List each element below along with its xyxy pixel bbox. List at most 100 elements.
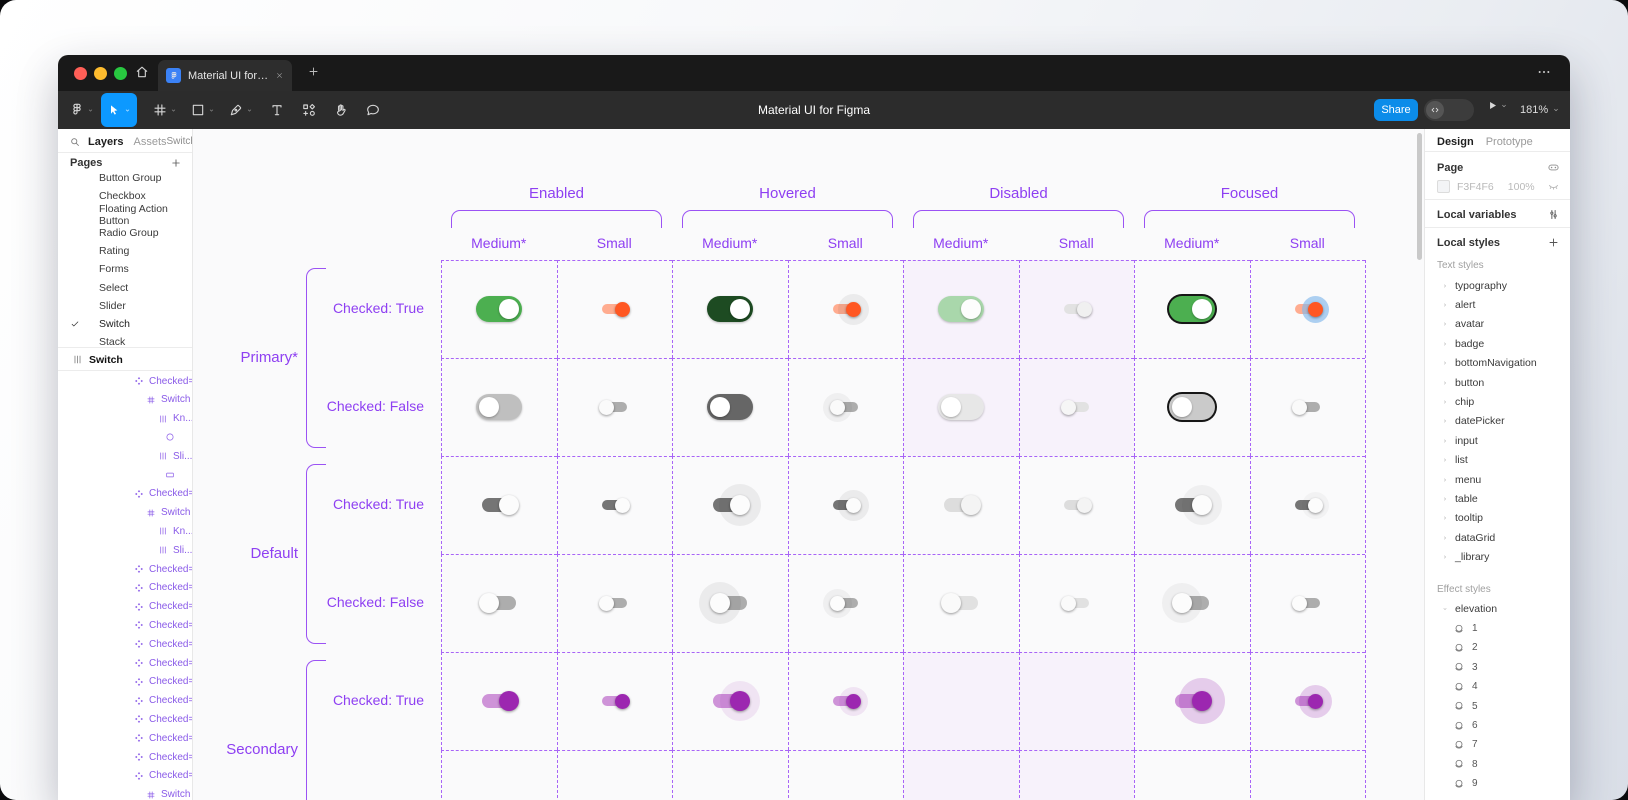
text-style-alert[interactable]: alert — [1425, 295, 1570, 314]
state-header-disabled[interactable]: Disabled — [989, 185, 1048, 202]
tab-close-icon[interactable] — [275, 71, 284, 80]
rowgroup-label-default[interactable]: Default — [250, 545, 298, 562]
page-variables-icon[interactable] — [1547, 161, 1560, 174]
switch-r0-c6[interactable] — [1168, 296, 1215, 322]
layer-item[interactable]: Checked=T... — [58, 372, 192, 390]
elevation-5[interactable]: 5 — [1425, 697, 1570, 716]
row-label[interactable]: Checked: True — [332, 496, 424, 512]
home-button[interactable] — [130, 61, 154, 85]
switch-r0-c7[interactable] — [1294, 301, 1323, 317]
switch-r3-c3[interactable] — [829, 595, 858, 611]
switch-r2-c7[interactable] — [1294, 497, 1323, 513]
switch-r1-c5[interactable] — [1060, 399, 1089, 415]
switch-r1-c0[interactable] — [475, 394, 522, 420]
switch-r2-c3[interactable] — [832, 497, 861, 513]
size-header[interactable]: Medium* — [1164, 235, 1220, 251]
elevation-2[interactable]: 2 — [1425, 638, 1570, 657]
switch-r4-c0[interactable] — [481, 691, 519, 711]
page-selector[interactable]: Switch — [167, 136, 193, 147]
state-header-focused[interactable]: Focused — [1220, 185, 1279, 202]
new-tab-button[interactable] — [301, 61, 325, 85]
traffic-light-close[interactable] — [74, 66, 87, 80]
rowgroup-label-primary[interactable]: Primary* — [240, 349, 298, 366]
text-style-menu[interactable]: menu — [1425, 470, 1570, 489]
switch-r1-c6[interactable] — [1168, 394, 1215, 420]
tab-assets[interactable]: Assets — [133, 135, 167, 148]
switch-r1-c7[interactable] — [1291, 399, 1320, 415]
switch-r0-c2[interactable] — [706, 296, 753, 322]
page-item-checkbox[interactable]: Checkbox — [99, 190, 146, 203]
tool-main-menu[interactable] — [64, 93, 100, 127]
elevation-8[interactable]: 8 — [1425, 755, 1570, 774]
text-style-avatar[interactable]: avatar — [1425, 315, 1570, 334]
text-style-chip[interactable]: chip — [1425, 392, 1570, 411]
row-label[interactable]: Checked: True — [332, 692, 424, 708]
size-header[interactable]: Small — [596, 235, 632, 251]
canvas-scrollbar[interactable] — [1417, 133, 1422, 260]
tool-comment-tool[interactable] — [359, 93, 387, 127]
switch-r4-c6[interactable] — [1174, 691, 1212, 711]
size-header[interactable]: Medium* — [933, 235, 989, 251]
state-header-enabled[interactable]: Enabled — [528, 185, 585, 202]
layer-item[interactable]: Switch — [58, 504, 192, 522]
local-variables-icon[interactable] — [1547, 208, 1560, 221]
switch-r1-c1[interactable] — [598, 399, 627, 415]
layer-item[interactable]: Checked=T... — [58, 635, 192, 653]
tool-hand-tool[interactable] — [327, 93, 355, 127]
share-button[interactable]: Share — [1374, 99, 1418, 121]
size-header[interactable]: Small — [827, 235, 863, 251]
state-header-hovered[interactable]: Hovered — [759, 185, 816, 202]
switch-r4-c1[interactable] — [601, 693, 630, 709]
zoom-control[interactable]: 181% — [1520, 99, 1561, 121]
text-style-table[interactable]: table — [1425, 489, 1570, 508]
page-item-floating-action-button[interactable]: Floating Action Button — [99, 202, 168, 227]
switch-r0-c0[interactable] — [475, 296, 522, 322]
row-label[interactable]: Checked: False — [326, 398, 424, 414]
layer-item[interactable]: Kn... — [58, 410, 192, 428]
text-style-typography[interactable]: typography — [1425, 276, 1570, 295]
add-page-icon[interactable] — [170, 157, 182, 169]
switch-r2-c4[interactable] — [943, 495, 981, 515]
page-item-stack[interactable]: Stack — [99, 336, 126, 347]
present-chevron-icon[interactable] — [1499, 101, 1509, 111]
add-style-icon[interactable] — [1547, 236, 1560, 249]
text-style-button[interactable]: button — [1425, 373, 1570, 392]
layer-item[interactable]: Kn... — [58, 522, 192, 540]
text-style-input[interactable]: input — [1425, 431, 1570, 450]
layer-item[interactable]: Switch — [58, 391, 192, 409]
tab-prototype[interactable]: Prototype — [1485, 135, 1533, 148]
page-item-select[interactable]: Select — [99, 281, 129, 294]
elevation-6[interactable]: 6 — [1425, 716, 1570, 735]
layer-item[interactable]: Switch — [58, 786, 192, 800]
elevation-1[interactable]: 1 — [1425, 619, 1570, 638]
tab-layers[interactable]: Layers — [88, 135, 124, 148]
switch-r2-c2[interactable] — [712, 495, 750, 515]
text-style-badge[interactable]: badge — [1425, 334, 1570, 353]
switch-r3-c7[interactable] — [1291, 595, 1320, 611]
layer-item[interactable]: Checked=F... — [58, 710, 192, 728]
text-style-dataGrid[interactable]: dataGrid — [1425, 528, 1570, 547]
layer-item[interactable]: Checked=T... — [58, 579, 192, 597]
switch-r4-c2[interactable] — [712, 691, 750, 711]
switch-r2-c6[interactable] — [1174, 495, 1212, 515]
elevation-4[interactable]: 4 — [1425, 677, 1570, 696]
page-item-button-group[interactable]: Button Group — [99, 172, 162, 184]
page-item-radio-group[interactable]: Radio Group — [99, 226, 159, 239]
layer-item[interactable]: Sli... — [58, 541, 192, 559]
switch-r4-c3[interactable] — [832, 693, 861, 709]
tab-design[interactable]: Design — [1437, 135, 1474, 148]
switch-r0-c5[interactable] — [1063, 301, 1092, 317]
size-header[interactable]: Small — [1289, 235, 1325, 251]
switch-r3-c4[interactable] — [940, 593, 978, 613]
traffic-light-zoom[interactable] — [114, 66, 127, 80]
rowgroup-label-secondary[interactable]: Secondary — [226, 741, 298, 758]
tool-move-tool[interactable] — [101, 93, 137, 127]
layer-item[interactable]: Checked=F... — [58, 673, 192, 691]
tool-actions-tool[interactable] — [295, 93, 323, 127]
page-item-rating[interactable]: Rating — [99, 245, 130, 257]
size-header[interactable]: Medium* — [702, 235, 758, 251]
layer-item[interactable]: Checked=T... — [58, 616, 192, 634]
switch-r1-c4[interactable] — [937, 394, 984, 420]
elevation-9[interactable]: 9 — [1425, 774, 1570, 793]
layer-item[interactable]: Checked=T... — [58, 560, 192, 578]
